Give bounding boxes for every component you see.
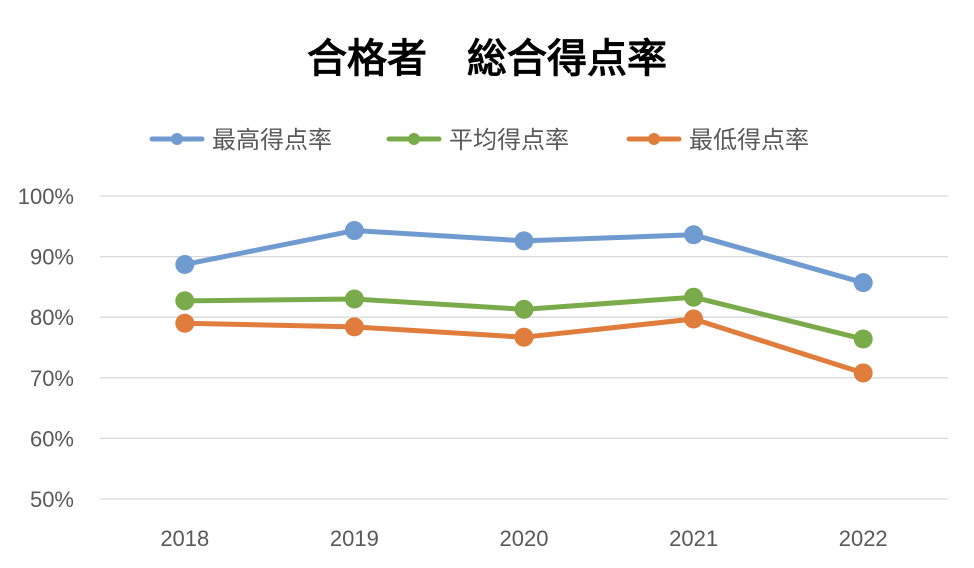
data-point — [344, 317, 364, 337]
legend-label: 最高得点率 — [212, 126, 332, 154]
x-tick-label: 2021 — [669, 526, 718, 551]
legend-label: 最低得点率 — [689, 126, 809, 154]
data-point — [175, 254, 195, 274]
y-tick-label: 80% — [30, 305, 74, 330]
data-point — [853, 363, 873, 383]
data-point — [684, 225, 704, 245]
data-point — [514, 299, 534, 319]
legend-item: 平均得点率 — [386, 126, 569, 154]
data-point — [175, 313, 195, 333]
data-point — [344, 221, 364, 241]
x-tick-label: 2022 — [839, 526, 888, 551]
series-layer — [175, 221, 873, 383]
chart-title: 合格者 総合得点率 — [307, 36, 667, 82]
legend-swatch-marker — [648, 133, 660, 145]
data-point — [853, 273, 873, 293]
data-point — [175, 291, 195, 311]
y-axis: 50% 60% 70% 80% 90% 100% — [18, 184, 74, 512]
y-tick-label: 70% — [30, 366, 74, 391]
legend: 最高得点率 平均得点率 最低得点率 — [149, 126, 809, 154]
y-tick-label: 100% — [18, 184, 74, 209]
legend-item: 最低得点率 — [626, 126, 809, 154]
y-tick-label: 60% — [30, 426, 74, 451]
series-0 — [175, 221, 873, 293]
data-point — [514, 327, 534, 347]
data-point — [684, 309, 704, 329]
data-point — [344, 289, 364, 309]
x-axis: 2018 2019 2020 2021 2022 — [160, 526, 887, 551]
x-tick-label: 2020 — [500, 526, 549, 551]
legend-item: 最高得点率 — [149, 126, 332, 154]
legend-label: 平均得点率 — [449, 126, 569, 154]
y-tick-label: 90% — [30, 245, 74, 270]
x-tick-label: 2018 — [160, 526, 209, 551]
series-1 — [175, 287, 873, 349]
data-point — [684, 287, 704, 307]
legend-swatch-marker — [171, 133, 183, 145]
data-point — [514, 231, 534, 251]
y-tick-label: 50% — [30, 487, 74, 512]
x-tick-label: 2019 — [330, 526, 379, 551]
series-2 — [175, 309, 873, 383]
legend-swatch-marker — [408, 133, 420, 145]
data-point — [853, 329, 873, 349]
